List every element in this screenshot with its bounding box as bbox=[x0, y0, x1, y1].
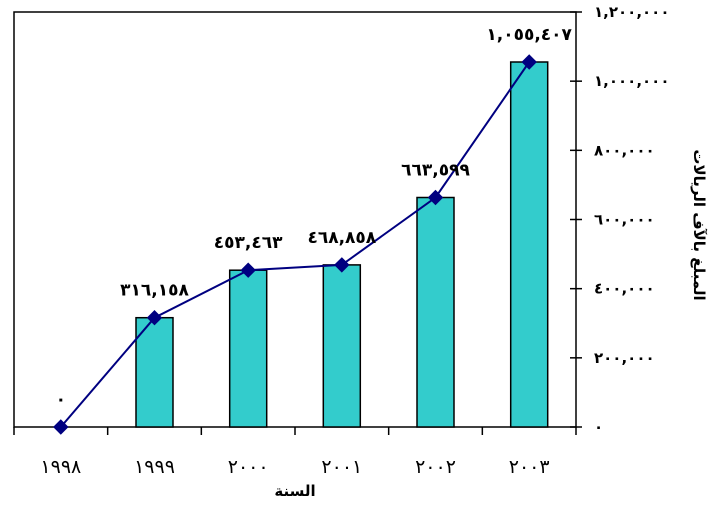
y-tick-label-6: ١,٢٠٠,٠٠٠ bbox=[594, 3, 669, 21]
data-label-0: ٠ bbox=[56, 390, 66, 410]
line-marker-4 bbox=[427, 189, 444, 206]
x-tick-label-3: ٢٠٠١ bbox=[321, 456, 362, 478]
bar-4 bbox=[416, 196, 455, 428]
y-tick-label-4: ٨٠٠,٠٠٠ bbox=[594, 141, 655, 159]
bar-3 bbox=[322, 264, 362, 428]
y-axis: ٠ ٢٠٠,٠٠٠ ٤٠٠,٠٠٠ ٦٠٠,٠٠٠ ٨٠٠,٠٠٠ ١,٠٠٠,٠٠٠ ١,… bbox=[570, 3, 669, 436]
plot-frame bbox=[13, 11, 577, 428]
data-label-4: ٦٦٣,٥٩٩ bbox=[401, 161, 470, 181]
line-marker-5 bbox=[521, 54, 537, 70]
x-tick-label-0: ١٩٩٨ bbox=[40, 456, 81, 478]
x-tick-label-5: ٢٠٠٣ bbox=[509, 456, 550, 478]
y-tick-label-5: ١,٠٠٠,٠٠٠ bbox=[594, 72, 669, 90]
line-marker-2 bbox=[240, 262, 256, 278]
data-label-5: ١,٠٥٥,٤٠٧ bbox=[486, 25, 572, 45]
data-label-2: ٤٥٣,٤٦٣ bbox=[214, 233, 283, 253]
bar-2 bbox=[228, 269, 268, 428]
line-marker-1 bbox=[146, 309, 163, 326]
bar-1 bbox=[135, 316, 174, 428]
bar-5 bbox=[509, 61, 549, 428]
y-tick-label-0: ٠ bbox=[594, 418, 603, 436]
x-axis: ١٩٩٨ ١٩٩٩ ٢٠٠٠ ٢٠٠١ ٢٠٠٢ ٢٠٠٣ bbox=[13, 427, 577, 478]
x-tick-label-1: ١٩٩٩ bbox=[134, 456, 175, 478]
x-axis-title: السنة bbox=[274, 482, 315, 500]
line-series-group bbox=[53, 54, 537, 435]
x-tick-label-4: ٢٠٠٢ bbox=[415, 456, 456, 478]
data-label-3: ٤٦٨,٨٥٨ bbox=[307, 228, 376, 248]
line-series bbox=[60, 61, 531, 428]
y-tick-label-3: ٦٠٠,٠٠٠ bbox=[594, 211, 655, 229]
data-label-1: ٣١٦,١٥٨ bbox=[120, 281, 189, 301]
y-tick-label-2: ٤٠٠,٠٠٠ bbox=[594, 280, 655, 298]
y-tick-label-1: ٢٠٠,٠٠٠ bbox=[594, 349, 655, 367]
line-marker-0 bbox=[53, 419, 69, 435]
line-marker-3 bbox=[334, 257, 350, 273]
y-axis-title: المبلغ بالآف الريالات bbox=[690, 149, 708, 300]
x-tick-label-2: ٢٠٠٠ bbox=[228, 456, 269, 478]
data-labels-group: ٠ ٣١٦,١٥٨ ٤٥٣,٤٦٣ ٤٦٨,٨٥٨ ٦٦٣,٥٩٩ ١,٠٥٥,٤٠٧ bbox=[56, 25, 573, 410]
